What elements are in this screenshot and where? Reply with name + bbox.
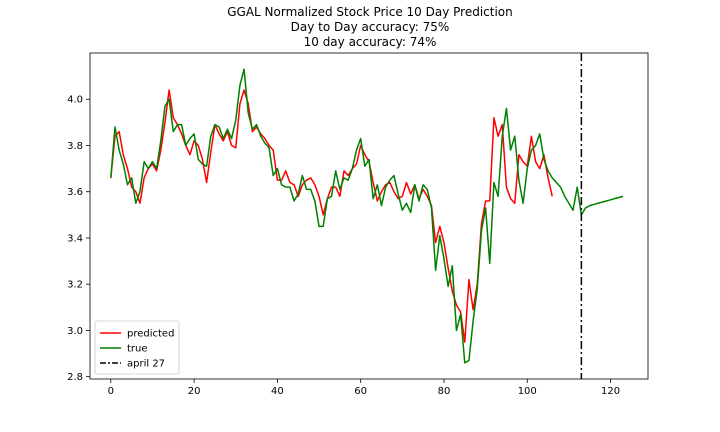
- chart-subtitle-line-1: Day to Day accuracy: 75%: [291, 20, 450, 34]
- series-line-true: [110, 68, 624, 364]
- y-tick-label: 3.0: [67, 326, 83, 337]
- x-tick-label: 80: [438, 386, 451, 397]
- legend-label: predicted: [127, 329, 174, 340]
- legend-box: [94, 320, 180, 375]
- y-tick-label: 3.6: [67, 187, 83, 198]
- y-tick-label: 3.8: [67, 141, 83, 152]
- x-tick-label: 40: [271, 386, 284, 397]
- y-tick-label: 3.4: [67, 233, 83, 244]
- x-tick-label: 60: [354, 386, 367, 397]
- x-tick-label: 100: [518, 386, 537, 397]
- y-tick-label: 4.0: [67, 95, 83, 106]
- plot-frame: [89, 52, 649, 380]
- legend-label: april 27: [127, 359, 165, 370]
- plot-area: 0 20 40 60 80 100 120 2.8 3.0 3.2 3.4 3.6 3.8 4.0 pred…: [67, 52, 649, 397]
- y-tick-label: 2.8: [67, 372, 83, 383]
- x-tick-label: 120: [601, 386, 620, 397]
- y-tick-label: 3.2: [67, 280, 83, 291]
- x-tick-label: 20: [188, 386, 201, 397]
- legend-label: true: [127, 344, 148, 355]
- x-tick-label: 0: [108, 386, 114, 397]
- chart-subtitle-line-2: 10 day accuracy: 74%: [304, 35, 437, 49]
- chart-title: GGAL Normalized Stock Price 10 Day Predi…: [227, 5, 513, 19]
